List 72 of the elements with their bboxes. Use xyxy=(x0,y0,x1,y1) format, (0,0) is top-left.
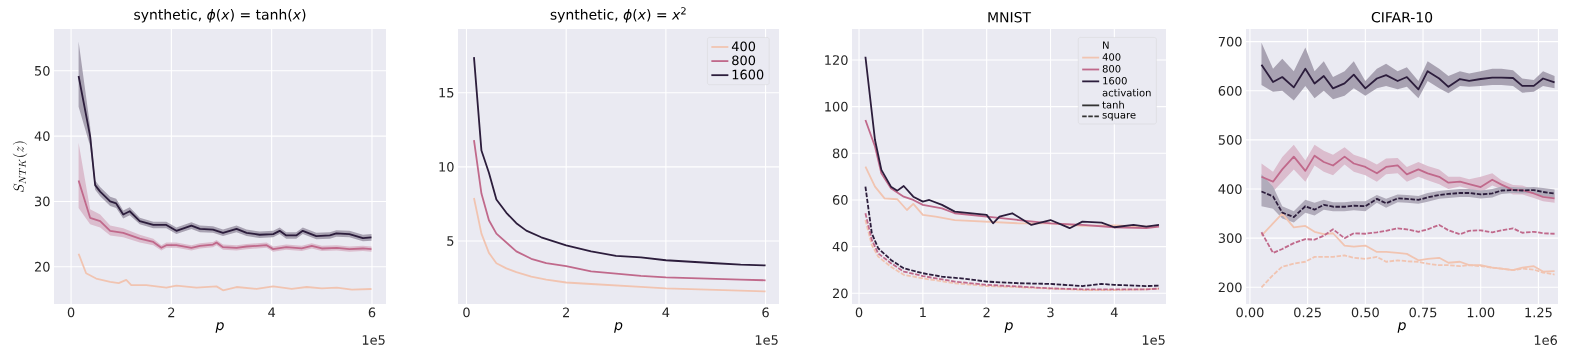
y-tick-label: 40 xyxy=(34,131,50,142)
line-series xyxy=(473,56,767,267)
chart-title: CIFAR-10 xyxy=(1371,11,1433,23)
y-tick-label: 20 xyxy=(34,261,50,272)
line-series xyxy=(1260,154,1556,200)
line-series xyxy=(77,252,373,292)
y-tick-label: 200 xyxy=(1218,282,1242,293)
annotation: activation xyxy=(1102,88,1151,97)
x-tick-label: 3 xyxy=(1047,307,1054,318)
x-tick-label: 0.50 xyxy=(1351,307,1379,318)
line-series xyxy=(1260,224,1556,254)
y-axis-title: $S_{NTK}(z)$ xyxy=(12,141,28,193)
x-tick-label: 0.75 xyxy=(1409,307,1437,318)
legend-label: 1600 xyxy=(732,69,764,80)
x-tick-label: 0.00 xyxy=(1236,307,1264,318)
y-tick-label: 300 xyxy=(1218,233,1242,244)
line-series xyxy=(864,55,1160,230)
line-series xyxy=(77,179,373,251)
y-tick-label: 30 xyxy=(34,196,50,207)
text: 1e6 xyxy=(1534,335,1558,345)
legend-title: N xyxy=(1103,41,1109,49)
legend-label: tanh xyxy=(1102,100,1124,109)
y-tick-label: 500 xyxy=(1218,135,1242,145)
y-tick-label: 80 xyxy=(832,148,848,159)
x-tick-label: 1.00 xyxy=(1467,307,1495,318)
line-series xyxy=(1260,189,1556,218)
y-tick-label: 20 xyxy=(832,288,848,299)
x-tick-label: 0.25 xyxy=(1294,307,1321,318)
x-tick-label: 2 xyxy=(168,307,175,318)
x-tick-label: 4 xyxy=(662,307,670,317)
line-series xyxy=(864,119,1160,230)
y-tick-label: 40 xyxy=(832,241,848,252)
x-axis-title: p xyxy=(1397,322,1406,333)
x-tick-label: 0 xyxy=(855,307,863,318)
y-tick-label: 10 xyxy=(439,161,454,172)
y-tick-label: 60 xyxy=(832,195,848,205)
x-axis-title: p xyxy=(614,322,623,333)
x-tick-label: 0 xyxy=(67,307,75,318)
legend-label: 1600 xyxy=(1103,76,1127,85)
legend-label: 400 xyxy=(731,41,756,52)
legend-label: 800 xyxy=(732,55,756,66)
text: 1e5 xyxy=(755,335,778,345)
y-tick-label: 50 xyxy=(35,65,50,76)
x-axis-title: p xyxy=(215,322,224,333)
legend-label: square xyxy=(1102,112,1136,121)
chart-title: synthetic, ϕ(x) = x$^{2}$ xyxy=(550,7,686,23)
line-series xyxy=(77,75,373,239)
y-tick-label: 15 xyxy=(439,87,454,98)
y-tick-label: 100 xyxy=(825,101,848,112)
chart-title: MNIST xyxy=(988,11,1032,23)
text: 1e5 xyxy=(1142,335,1165,345)
legend-label: 800 xyxy=(1102,65,1121,73)
y-tick-label: 700 xyxy=(1218,36,1242,47)
legend-label: 400 xyxy=(1102,53,1121,61)
x-tick-label: 6 xyxy=(368,307,376,318)
y-tick-label: 400 xyxy=(1218,184,1242,194)
y-tick-label: 600 xyxy=(1218,85,1242,96)
line-series xyxy=(1260,63,1556,91)
x-tick-label: 2 xyxy=(983,307,990,318)
x-axis-title: p xyxy=(1004,322,1013,333)
x-tick-label: 0 xyxy=(463,307,470,318)
x-tick-label: 1 xyxy=(920,307,926,317)
x-tick-label: 2 xyxy=(563,307,569,318)
x-tick-label: 6 xyxy=(762,307,769,318)
x-tick-label: 1.25 xyxy=(1525,307,1552,318)
text: 1e5 xyxy=(362,335,385,345)
y-tick-label: 5 xyxy=(447,236,454,246)
y-tick-label: 120 xyxy=(825,55,848,65)
x-tick-label: 4 xyxy=(268,307,276,317)
x-tick-label: 4 xyxy=(1110,307,1118,317)
chart-title: synthetic, ϕ(x) = tanh(x) xyxy=(134,9,306,23)
line-series xyxy=(864,185,1160,287)
